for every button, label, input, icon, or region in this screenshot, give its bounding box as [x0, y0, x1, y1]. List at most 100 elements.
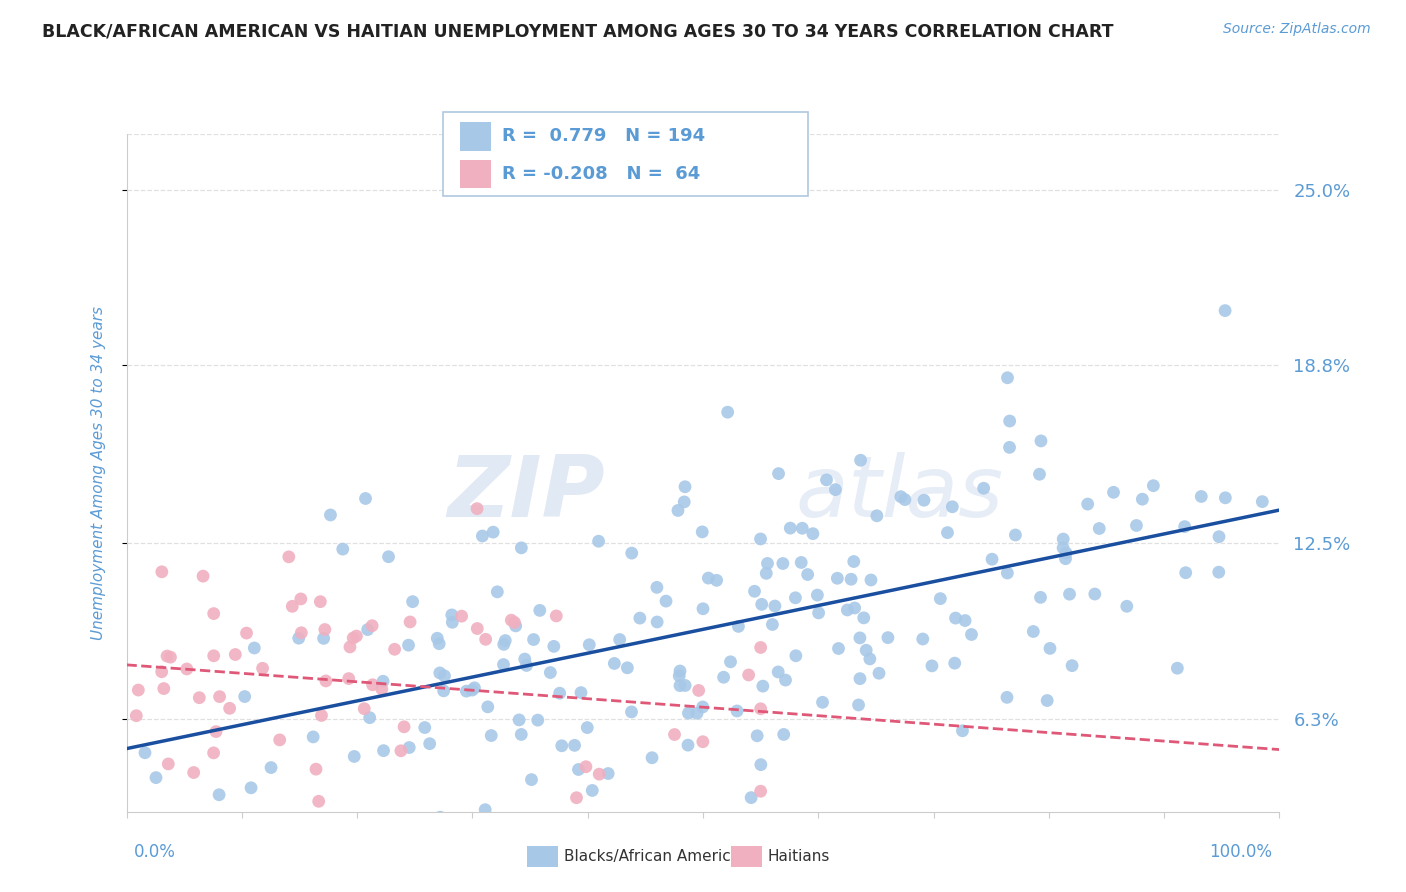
- Point: [1039, 641, 1062, 656]
- Point: [766, 665, 789, 679]
- Point: [801, 526, 824, 541]
- Point: [1029, 591, 1052, 605]
- Point: [655, 594, 678, 608]
- Point: [740, 790, 762, 805]
- Point: [510, 727, 533, 741]
- Point: [510, 541, 533, 555]
- Point: [312, 632, 335, 646]
- Point: [692, 735, 714, 749]
- Point: [477, 699, 499, 714]
- Point: [844, 601, 866, 615]
- Point: [725, 704, 748, 718]
- Point: [772, 557, 794, 571]
- Point: [848, 698, 870, 712]
- Point: [287, 631, 309, 645]
- Text: ZIP: ZIP: [447, 451, 605, 534]
- Point: [305, 762, 328, 776]
- Point: [960, 627, 983, 641]
- Point: [441, 615, 464, 630]
- Point: [419, 737, 441, 751]
- Text: atlas: atlas: [796, 451, 1004, 534]
- Point: [482, 525, 505, 540]
- Point: [398, 638, 420, 652]
- Point: [929, 591, 952, 606]
- Point: [849, 631, 872, 645]
- Text: R =  0.779   N = 194: R = 0.779 N = 194: [502, 128, 704, 145]
- Point: [744, 584, 766, 599]
- Point: [371, 674, 394, 689]
- Point: [749, 640, 772, 655]
- Point: [1028, 467, 1050, 482]
- Point: [208, 690, 231, 704]
- Point: [669, 679, 692, 693]
- Point: [713, 670, 735, 684]
- Point: [145, 771, 167, 785]
- Point: [588, 767, 610, 781]
- Point: [202, 607, 225, 621]
- Point: [1125, 518, 1147, 533]
- Point: [243, 640, 266, 655]
- Point: [815, 473, 838, 487]
- Point: [941, 500, 963, 514]
- Point: [706, 574, 728, 588]
- Point: [727, 619, 749, 633]
- Point: [749, 702, 772, 716]
- Point: [953, 614, 976, 628]
- Point: [392, 720, 415, 734]
- Point: [450, 609, 472, 624]
- Point: [849, 672, 872, 686]
- Point: [645, 580, 668, 594]
- Point: [755, 566, 778, 581]
- Point: [505, 619, 527, 633]
- Point: [824, 483, 846, 497]
- Point: [564, 739, 586, 753]
- Point: [311, 708, 333, 723]
- Point: [581, 783, 603, 797]
- Point: [461, 683, 484, 698]
- Point: [463, 681, 485, 695]
- Point: [202, 746, 225, 760]
- Point: [433, 683, 456, 698]
- Point: [772, 727, 794, 741]
- Point: [479, 729, 502, 743]
- Point: [668, 669, 690, 683]
- Point: [806, 588, 828, 602]
- Point: [153, 681, 176, 696]
- Text: Blacks/African Americans: Blacks/African Americans: [564, 849, 758, 863]
- Point: [426, 632, 449, 646]
- Point: [1102, 485, 1125, 500]
- Point: [839, 572, 862, 586]
- Point: [1052, 532, 1074, 546]
- Point: [890, 490, 912, 504]
- Point: [515, 658, 537, 673]
- Point: [501, 613, 523, 627]
- Point: [401, 595, 423, 609]
- Point: [361, 619, 384, 633]
- Point: [768, 467, 790, 481]
- Point: [135, 833, 157, 847]
- Text: R = -0.208   N =  64: R = -0.208 N = 64: [502, 165, 700, 183]
- Point: [205, 724, 228, 739]
- Point: [332, 542, 354, 557]
- Point: [981, 552, 1004, 566]
- Point: [1208, 565, 1230, 579]
- Point: [676, 738, 699, 752]
- Point: [183, 765, 205, 780]
- Point: [366, 832, 388, 847]
- Point: [359, 711, 381, 725]
- Point: [1251, 494, 1274, 508]
- Point: [150, 665, 173, 679]
- Point: [588, 534, 610, 549]
- Point: [465, 501, 488, 516]
- Point: [692, 700, 714, 714]
- Point: [720, 655, 742, 669]
- Point: [641, 750, 664, 764]
- Point: [849, 453, 872, 467]
- Point: [609, 632, 631, 647]
- Point: [474, 632, 496, 647]
- Point: [565, 790, 588, 805]
- Point: [551, 739, 574, 753]
- Text: 100.0%: 100.0%: [1209, 843, 1272, 861]
- Point: [413, 721, 436, 735]
- Point: [377, 549, 399, 564]
